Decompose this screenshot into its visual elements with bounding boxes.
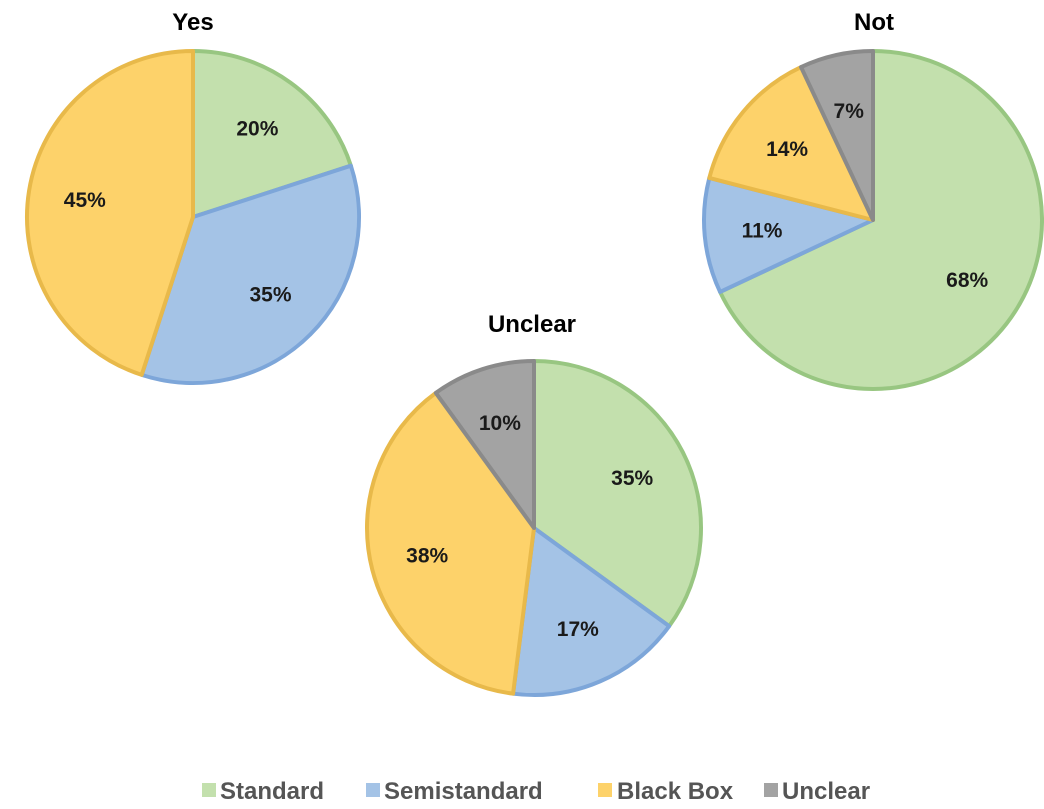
pie-slice-not-black-box xyxy=(707,65,875,222)
pie-slice-unclear-unclear xyxy=(433,359,536,530)
legend-item-unclear: Unclear xyxy=(764,778,870,805)
data-label-yes-black-box: 45% xyxy=(64,189,106,212)
data-label-unclear-standard: 35% xyxy=(611,467,653,490)
pie-title-not: Not xyxy=(854,9,894,36)
pie-slice-not-unclear xyxy=(799,49,875,222)
legend-swatch-standard xyxy=(202,783,216,797)
legend-label-black-box: Black Box xyxy=(617,778,734,805)
pie-slice-unclear-semistandard xyxy=(511,526,672,697)
data-label-yes-standard: 20% xyxy=(236,117,278,140)
pie-slice-unclear-black-box xyxy=(365,390,536,696)
legend-item-black-box: Black Box xyxy=(598,778,734,805)
pie-slice-not-semistandard xyxy=(701,175,875,294)
data-label-unclear-black-box: 38% xyxy=(406,544,448,567)
legend-swatch-black-box xyxy=(598,783,612,797)
data-label-unclear-unclear: 10% xyxy=(479,412,521,435)
data-label-not-black-box: 14% xyxy=(766,138,808,161)
legend-label-standard: Standard xyxy=(220,778,324,805)
legend-swatch-semistandard xyxy=(366,783,380,797)
pie-slice-unclear-standard xyxy=(532,359,704,629)
legend-item-semistandard: Semistandard xyxy=(366,778,543,805)
pie-slice-yes-semistandard xyxy=(139,163,362,386)
legend-item-standard: Standard xyxy=(202,778,324,805)
pie-title-yes: Yes xyxy=(172,9,213,36)
pie-slice-yes-black-box xyxy=(25,49,195,377)
legend-swatch-unclear xyxy=(764,783,778,797)
pie-chart-unclear: Unclear 35% 17% 38% 10% xyxy=(365,311,704,697)
legend-label-semistandard: Semistandard xyxy=(384,778,543,805)
legend-label-unclear: Unclear xyxy=(782,778,870,805)
pie-slice-not-standard xyxy=(718,49,1044,391)
data-label-unclear-semistandard: 17% xyxy=(557,618,599,641)
pie-slice-yes-standard xyxy=(191,49,353,219)
pie-chart-yes: Yes 20% 35% 45% xyxy=(25,9,362,386)
chart-legend: Standard Semistandard Black Box Unclear xyxy=(202,778,870,805)
data-label-yes-semistandard: 35% xyxy=(249,284,291,307)
data-label-not-standard: 68% xyxy=(946,269,988,292)
data-label-not-semistandard: 11% xyxy=(742,220,783,243)
pie-title-unclear: Unclear xyxy=(488,311,576,338)
data-label-not-unclear: 7% xyxy=(834,100,865,123)
pie-chart-not: Not 68% 11% 14% 7% xyxy=(701,9,1044,391)
